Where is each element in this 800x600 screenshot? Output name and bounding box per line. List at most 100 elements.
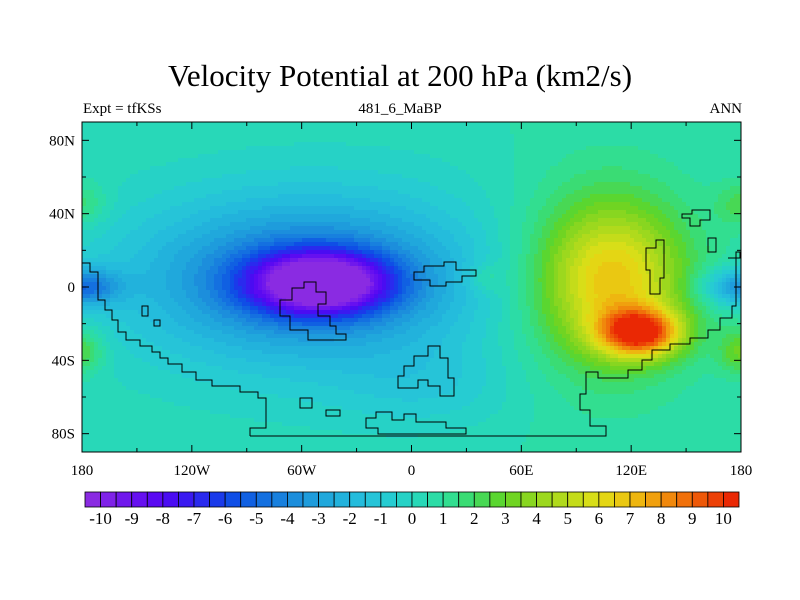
colorbar-bin [240, 491, 257, 508]
colorbar-bin [146, 491, 164, 508]
y-tick-label: 40S [52, 353, 75, 369]
coastline-japan [707, 237, 717, 253]
colorbar-label: 6 [595, 509, 604, 528]
colorbar-label: -2 [343, 509, 357, 528]
colorbar-bin [84, 491, 101, 508]
colorbar-bin [520, 491, 537, 508]
colorbar-label: -6 [218, 509, 232, 528]
colorbar-bin [380, 491, 397, 508]
colorbar-label: 7 [626, 509, 635, 528]
colorbar-label: 1 [439, 509, 448, 528]
colorbar-label: 8 [657, 509, 666, 528]
colorbar-label: -7 [187, 509, 202, 528]
season-label: ANN [709, 101, 743, 117]
coastline-asia-east [681, 209, 711, 227]
colorbar-bin [364, 491, 382, 508]
colorbar-label: 9 [688, 509, 697, 528]
velocity-potential-field [82, 122, 741, 452]
colorbar-bin [178, 491, 195, 508]
colorbar-bin [224, 491, 242, 508]
x-axis-labels: 180 120W 60W 0 60E 120E 180 [71, 463, 753, 479]
colorbar-bin [271, 491, 288, 508]
coastline-islet-4 [153, 319, 161, 327]
colorbar-bin [691, 491, 709, 508]
colorbar-bin [302, 491, 319, 508]
colorbar-bin [582, 491, 600, 508]
coastlines [82, 209, 741, 437]
x-tick-label: 180 [71, 463, 94, 479]
map-panel: 180 120W 60W 0 60E 120E 180 80N 40N 0 40S 80S [49, 121, 753, 479]
colorbar-bin [707, 491, 724, 508]
coastline-pacific-east [728, 251, 741, 294]
colorbar-bin [162, 491, 179, 508]
colorbar-bin [411, 491, 428, 508]
colorbar-bin [442, 491, 460, 508]
experiment-label: Expt = tfKSs [83, 101, 162, 117]
colorbar-bin [645, 491, 662, 508]
y-axis-labels: 80N 40N 0 40S 80S [49, 133, 75, 442]
colorbar-label: -1 [374, 509, 388, 528]
colorbar-bin [349, 491, 366, 508]
colorbar-bin [333, 491, 351, 508]
coastline-islet-3 [141, 305, 149, 317]
colorbar-label: -5 [249, 509, 263, 528]
x-tick-label: 0 [408, 463, 416, 479]
y-tick-label: 0 [68, 280, 76, 296]
axis-ticks [81, 122, 742, 452]
coastline-south-atlantic-islands [397, 345, 455, 397]
colorbar-bin [427, 491, 444, 508]
colorbar-bin [660, 491, 678, 508]
colorbar-label: 4 [532, 509, 541, 528]
y-tick-label: 80S [52, 427, 75, 443]
colorbar-labels: -10 -9 -8 -7 -6 -5 -4 -3 -2 -1 0 1 2 3 4 5 6 7 8 9 10 [89, 509, 732, 528]
x-tick-label: 120E [615, 463, 647, 479]
colorbar-bin [209, 491, 226, 508]
colorbar-bin [100, 491, 117, 508]
colorbar-bin [551, 491, 569, 508]
colorbar-bin [489, 491, 506, 508]
coastline-southern-ice [365, 411, 467, 435]
colorbar-label: -9 [125, 509, 139, 528]
coastline-americas [82, 262, 267, 436]
coastline-africa [413, 261, 477, 287]
colorbar-bin [567, 491, 584, 508]
colorbar-bin [676, 491, 693, 508]
plot-title: Velocity Potential at 200 hPa (km2/s) [167, 58, 633, 93]
x-tick-label: 60W [287, 463, 317, 479]
colorbar-bin [458, 491, 475, 508]
colorbar-label: 0 [408, 509, 417, 528]
colorbar-bin [629, 491, 646, 508]
x-tick-label: 60E [509, 463, 533, 479]
case-label: 481_6_MaBP [358, 101, 442, 117]
coastline-islet-2 [325, 409, 341, 417]
colorbar-label: 2 [470, 509, 479, 528]
colorbar-label: -8 [156, 509, 170, 528]
coastline-antarctica [250, 294, 737, 437]
colorbar-bin [723, 491, 740, 508]
colorbar-bin [115, 491, 133, 508]
colorbar-label: -3 [311, 509, 325, 528]
coastline-central-america [279, 281, 347, 341]
colorbar-label: 3 [501, 509, 510, 528]
colorbar-bin [287, 491, 304, 508]
colorbar-label: 10 [715, 509, 732, 528]
colorbar-label: 5 [563, 509, 572, 528]
y-tick-label: 80N [49, 133, 75, 149]
colorbar-bin [131, 491, 148, 508]
colorbar-bin [614, 491, 631, 508]
colorbar-label: -4 [280, 509, 295, 528]
coastline-asia-strip [645, 239, 665, 295]
y-tick-label: 40N [49, 207, 75, 223]
x-tick-label: 180 [730, 463, 753, 479]
colorbar-bin [598, 491, 615, 508]
coastline-islet-1 [299, 397, 313, 409]
colorbar-bin [536, 491, 553, 508]
colorbar [84, 491, 740, 508]
colorbar-label: -10 [89, 509, 112, 528]
colorbar-bin [396, 491, 413, 508]
x-tick-label: 120W [173, 463, 211, 479]
colorbar-bin [255, 491, 273, 508]
colorbar-bin [505, 491, 522, 508]
colorbar-bin [193, 491, 210, 508]
